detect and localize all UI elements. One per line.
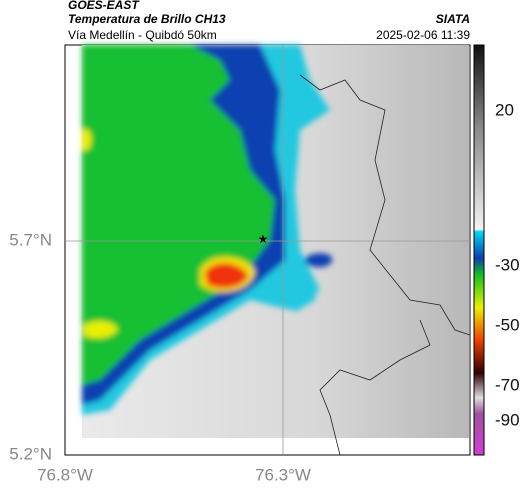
svg-text:★: ★ xyxy=(258,232,269,246)
colorbar-tick: -70 xyxy=(495,375,520,394)
agency: SIATA xyxy=(436,12,470,26)
datetime: 2025-02-06 11:39 xyxy=(376,28,470,42)
location: Vía Medellín - Quibdó 50km xyxy=(68,28,217,42)
map-panel: ★ xyxy=(64,44,471,456)
colorbar-tick: -90 xyxy=(495,410,520,429)
product: GOES-EAST xyxy=(68,0,140,12)
colorbar-tick: -50 xyxy=(495,315,520,334)
colorbar-tick: 20 xyxy=(495,100,514,119)
lat-label: 5.7°N xyxy=(9,230,52,249)
colorbar xyxy=(473,44,485,456)
lon-label: 76.8°W xyxy=(37,465,93,484)
colorbar-tick: -30 xyxy=(495,255,520,274)
subtitle: Temperatura de Brillo CH13 xyxy=(68,12,226,26)
lat-label: 5.2°N xyxy=(9,444,52,463)
lon-label: 76.3°W xyxy=(255,465,311,484)
